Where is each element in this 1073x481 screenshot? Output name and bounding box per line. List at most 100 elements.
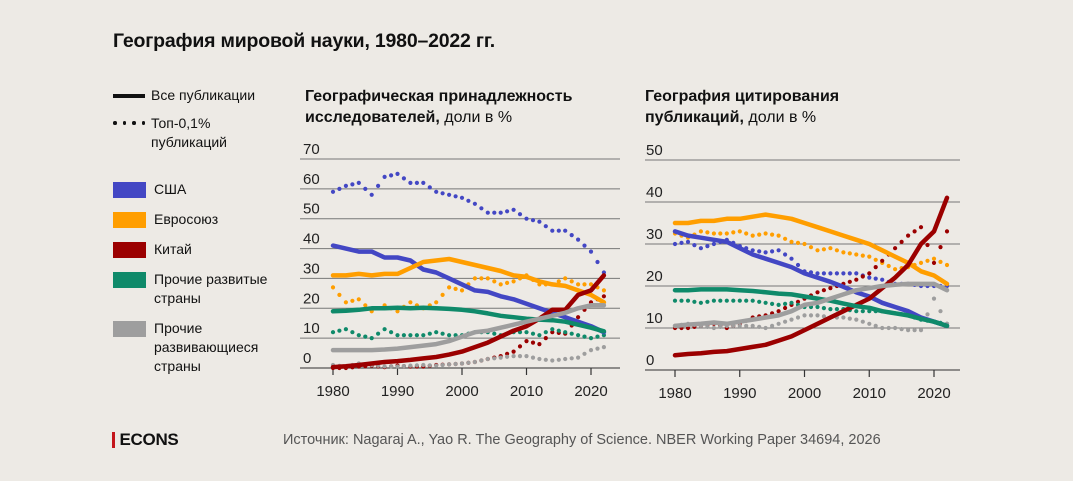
data-point (724, 298, 729, 303)
data-point (363, 334, 368, 339)
data-point (453, 286, 458, 291)
data-point (543, 357, 548, 362)
series-line-1 (330, 256, 607, 305)
data-point (492, 210, 497, 215)
data-point (408, 363, 413, 368)
data-point (880, 258, 885, 263)
data-point (737, 229, 742, 234)
data-point (511, 354, 516, 359)
x-tick-label: 1980 (316, 383, 349, 400)
data-point (860, 319, 865, 324)
data-point (880, 277, 885, 282)
data-point (421, 333, 426, 338)
data-point (395, 309, 400, 314)
data-point (453, 194, 458, 199)
color-swatch (113, 212, 146, 228)
data-point (770, 323, 775, 328)
y-tick-label: 20 (646, 268, 663, 285)
data-point (569, 331, 574, 336)
series-line-4 (672, 281, 950, 329)
data-point (530, 355, 536, 360)
data-point (576, 355, 581, 360)
data-point (511, 279, 516, 284)
data-point (408, 333, 413, 338)
data-point (356, 297, 361, 302)
data-point (854, 271, 859, 276)
data-point (447, 362, 452, 367)
data-point (408, 300, 413, 305)
series-dots-5 (330, 171, 607, 275)
data-point (789, 317, 794, 322)
data-point (343, 300, 348, 305)
data-point (459, 361, 465, 366)
data-point (776, 233, 781, 238)
data-point (886, 325, 891, 331)
data-point (485, 276, 490, 281)
data-point (893, 246, 898, 251)
data-point (447, 192, 452, 197)
data-point (434, 363, 439, 368)
data-point (944, 229, 950, 234)
legend-label: Китай (154, 241, 192, 257)
x-tick-label: 2000 (445, 383, 478, 400)
data-point (899, 239, 904, 244)
data-point (472, 359, 477, 365)
y-tick-label: 40 (303, 231, 320, 248)
x-tick-label: 2010 (853, 385, 886, 402)
data-point (382, 174, 387, 179)
data-point (492, 279, 497, 284)
color-swatch (113, 321, 146, 337)
data-point (795, 315, 801, 320)
data-point (356, 180, 361, 185)
chart-title-citations: География цитирования публикаций, доли в… (645, 86, 885, 128)
data-point (873, 323, 878, 328)
data-point (524, 339, 529, 344)
y-tick-label: 10 (646, 310, 663, 327)
data-point (795, 262, 801, 268)
data-point (860, 253, 865, 258)
data-point (912, 229, 917, 234)
data-point (834, 271, 840, 276)
y-tick-label: 70 (303, 141, 320, 158)
data-point (588, 249, 594, 254)
data-point (783, 301, 788, 306)
data-point (556, 328, 561, 333)
legend-label: Прочие развитые страны (154, 271, 268, 306)
data-point (382, 364, 387, 369)
data-point (563, 228, 568, 233)
data-point (679, 240, 684, 245)
data-point (854, 277, 859, 282)
data-point (356, 333, 361, 338)
data-point (343, 327, 348, 332)
data-point (505, 354, 510, 359)
data-point (718, 298, 723, 303)
data-point (395, 333, 400, 338)
data-point (789, 300, 794, 305)
data-point (563, 356, 568, 362)
legend-label: Все публикации (151, 87, 256, 103)
legend-top-publications: Топ-0,1% публикаций (113, 114, 227, 152)
data-point (389, 330, 394, 335)
series-line-4 (330, 303, 607, 353)
data-point (821, 271, 827, 276)
data-point (815, 290, 820, 295)
data-point (918, 328, 924, 333)
data-point (498, 282, 503, 287)
data-point (543, 330, 548, 335)
data-point (873, 257, 878, 262)
data-point (750, 323, 755, 328)
data-point (537, 342, 542, 347)
data-point (576, 237, 581, 242)
data-point (860, 274, 865, 279)
data-point (369, 336, 374, 341)
data-point (427, 331, 432, 336)
data-point (576, 315, 581, 320)
data-point (498, 210, 503, 215)
data-point (873, 265, 878, 270)
data-point (821, 314, 827, 319)
data-point (350, 330, 355, 335)
data-point (867, 254, 872, 259)
data-point (466, 360, 471, 365)
data-point (925, 312, 930, 317)
data-point (505, 209, 510, 214)
